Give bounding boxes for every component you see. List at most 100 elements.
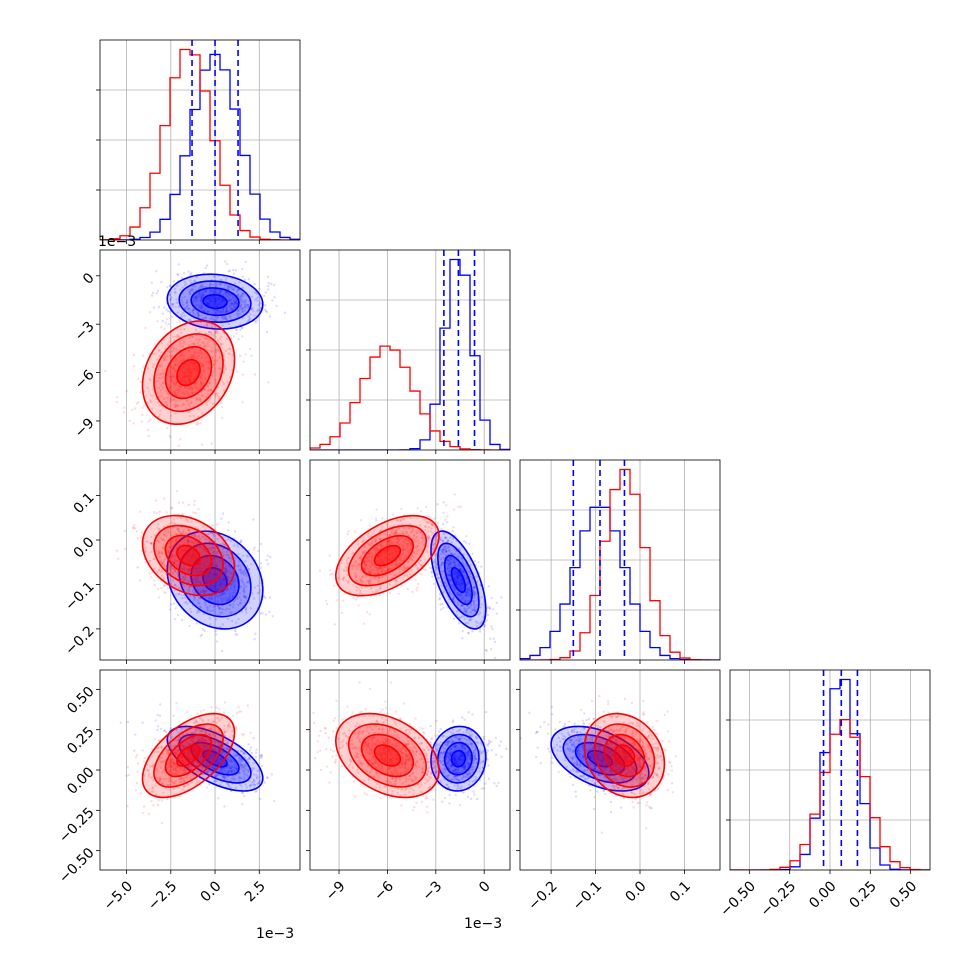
scatter-point <box>209 609 212 612</box>
scatter-point <box>395 519 399 522</box>
scatter-point <box>180 536 183 539</box>
scatter-point <box>212 555 215 559</box>
contour-line <box>164 346 213 400</box>
scatter-point <box>198 582 201 586</box>
scatter-point <box>417 529 421 532</box>
scatter-point <box>199 635 202 638</box>
scatter-point <box>214 290 217 293</box>
scatter-point <box>189 548 192 551</box>
scatter-point <box>465 535 468 538</box>
scatter-point <box>448 562 452 565</box>
scatter-point <box>184 407 188 410</box>
scatter-point <box>488 607 492 610</box>
scatter-point <box>179 353 182 356</box>
scatter-point <box>253 638 256 641</box>
scatter-point <box>171 350 174 353</box>
scatter-point <box>483 625 486 628</box>
scatter-point <box>168 551 171 554</box>
scatter-point <box>163 591 167 594</box>
scatter-point <box>214 299 217 302</box>
scatter-point <box>175 540 178 543</box>
scatter-point <box>243 595 246 598</box>
scatter-point <box>243 305 246 308</box>
scatter-point <box>185 552 189 556</box>
scatter-point <box>205 581 208 584</box>
scatter-point <box>231 308 234 311</box>
scatter-point <box>464 541 468 544</box>
scatter-point <box>160 570 164 573</box>
scatter-point <box>248 749 252 752</box>
scatter-point <box>213 585 216 588</box>
scatter-point <box>405 531 409 534</box>
scatter-point <box>177 306 180 309</box>
scatter-point <box>159 373 162 376</box>
scatter-point <box>375 550 378 553</box>
scatter-point <box>406 566 410 569</box>
scatter-point <box>161 546 164 550</box>
scatter-point <box>160 550 163 554</box>
scatter-point <box>465 589 469 592</box>
scatter-point <box>231 748 234 751</box>
scatter-point <box>238 568 241 572</box>
scatter-point <box>175 540 179 544</box>
scatter-point <box>188 595 191 598</box>
scatter-point <box>381 576 384 579</box>
scatter-point <box>167 523 171 526</box>
scatter-point <box>205 302 208 305</box>
scatter-point <box>457 600 460 604</box>
scatter-point <box>192 553 195 556</box>
scatter-point <box>419 510 423 513</box>
scatter-point <box>183 549 187 552</box>
scatter-point <box>432 561 435 564</box>
scatter-point <box>191 309 194 312</box>
scatter-point <box>186 540 189 543</box>
scatter-point <box>264 309 268 313</box>
scatter-point <box>170 545 174 548</box>
scatter-point <box>146 540 149 543</box>
scatter-point <box>186 555 189 558</box>
scatter-point <box>318 569 322 572</box>
scatter-point <box>363 559 366 563</box>
scatter-point <box>199 381 203 385</box>
scatter-point <box>180 549 183 552</box>
scatter-point <box>406 539 409 542</box>
scatter-point <box>224 365 227 369</box>
scatter-point <box>259 612 262 615</box>
scatter-point <box>438 556 442 559</box>
scatter-point <box>457 574 461 578</box>
scatter-point <box>472 602 476 605</box>
scatter-point <box>259 566 263 570</box>
scatter-point <box>197 567 200 570</box>
scatter-point <box>383 565 386 569</box>
scatter-point <box>193 596 196 599</box>
scatter-point <box>230 611 233 614</box>
scatter-point <box>204 603 207 607</box>
scatter-point <box>329 573 332 576</box>
scatter-point <box>187 402 190 405</box>
scatter-point <box>199 582 203 585</box>
scatter-point <box>200 443 204 446</box>
scatter-point <box>224 292 228 295</box>
scatter-point <box>214 582 217 585</box>
scatter-point <box>430 521 433 525</box>
scatter-point <box>210 442 213 445</box>
scatter-point <box>194 328 198 331</box>
scatter-point <box>168 387 172 390</box>
scatter-point <box>214 359 217 362</box>
scatter-point <box>398 570 401 574</box>
scatter-point <box>222 597 225 600</box>
scatter-point <box>397 592 400 595</box>
scatter-point <box>445 550 448 553</box>
scatter-point <box>187 539 190 543</box>
scatter-point <box>199 575 203 579</box>
scatter-point <box>473 608 476 612</box>
scatter-point <box>216 312 219 315</box>
scatter-point <box>217 302 221 305</box>
scatter-point <box>174 593 178 596</box>
scatter-point <box>447 545 450 548</box>
scatter-point <box>472 606 476 610</box>
scatter-point <box>459 568 463 571</box>
scatter-point <box>452 561 456 564</box>
scatter-point <box>174 400 178 403</box>
